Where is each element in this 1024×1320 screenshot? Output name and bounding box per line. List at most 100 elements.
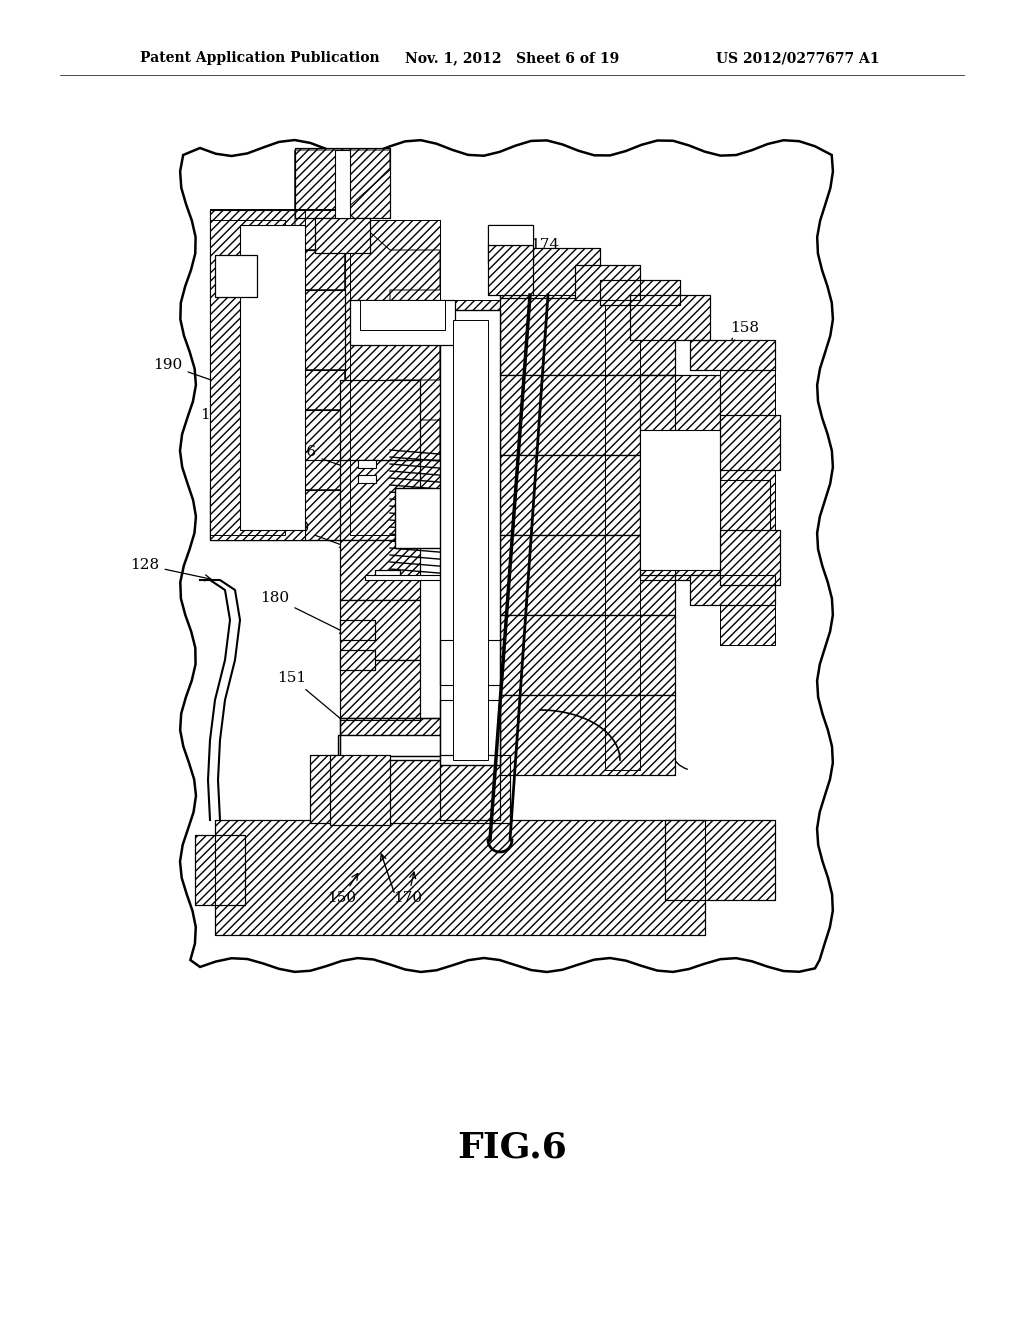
Bar xyxy=(500,294,675,375)
Text: US 2012/0277677 A1: US 2012/0277677 A1 xyxy=(717,51,880,65)
Bar xyxy=(340,718,480,756)
Bar xyxy=(340,380,420,459)
Bar xyxy=(500,375,675,455)
Bar xyxy=(340,649,375,671)
Bar xyxy=(720,531,780,585)
Bar xyxy=(690,576,775,605)
Bar xyxy=(500,535,675,615)
Bar xyxy=(500,455,675,535)
Bar xyxy=(440,640,500,685)
Bar xyxy=(215,820,705,935)
Bar xyxy=(310,755,510,822)
Bar xyxy=(488,246,534,294)
Text: Patent Application Publication: Patent Application Publication xyxy=(140,51,380,65)
Polygon shape xyxy=(455,300,500,770)
Bar xyxy=(720,531,780,585)
Bar xyxy=(330,755,390,825)
Text: 128: 128 xyxy=(130,558,211,581)
Bar xyxy=(500,696,675,775)
Bar xyxy=(315,218,370,253)
Text: 182: 182 xyxy=(383,521,413,543)
Bar xyxy=(240,224,305,531)
Bar xyxy=(640,430,720,570)
Bar xyxy=(340,649,375,671)
Text: 154: 154 xyxy=(607,296,637,317)
Bar xyxy=(720,414,780,470)
Bar xyxy=(575,265,640,300)
Polygon shape xyxy=(180,140,833,972)
Text: FIG.6: FIG.6 xyxy=(457,1131,567,1166)
Text: 190: 190 xyxy=(154,358,237,389)
Bar xyxy=(488,224,534,246)
Bar xyxy=(440,310,500,766)
Bar xyxy=(360,300,445,330)
Bar xyxy=(358,475,376,483)
Bar xyxy=(640,375,720,576)
Bar xyxy=(600,280,680,305)
Bar xyxy=(440,755,500,820)
Bar xyxy=(340,380,420,459)
Bar xyxy=(665,820,775,900)
Bar xyxy=(215,255,257,297)
Bar xyxy=(215,820,705,935)
Bar xyxy=(500,615,675,696)
Bar xyxy=(500,294,675,375)
Text: 174: 174 xyxy=(514,238,559,260)
Text: 150: 150 xyxy=(328,874,357,906)
Polygon shape xyxy=(350,220,440,535)
Bar xyxy=(630,294,710,341)
Polygon shape xyxy=(210,150,440,540)
Text: 186: 186 xyxy=(288,445,356,471)
Bar xyxy=(358,459,376,469)
Polygon shape xyxy=(210,210,345,540)
Bar xyxy=(365,576,450,579)
Polygon shape xyxy=(720,350,775,645)
Polygon shape xyxy=(210,220,285,535)
Bar xyxy=(340,540,420,601)
Bar xyxy=(210,210,345,540)
Bar xyxy=(330,755,390,825)
Bar xyxy=(488,224,534,263)
Bar xyxy=(295,148,390,218)
Bar xyxy=(340,718,480,756)
Bar xyxy=(690,576,775,605)
Bar xyxy=(640,480,770,579)
Bar xyxy=(690,341,775,370)
Bar xyxy=(375,570,400,578)
Bar xyxy=(395,488,450,548)
Bar xyxy=(665,820,775,900)
Text: Nov. 1, 2012   Sheet 6 of 19: Nov. 1, 2012 Sheet 6 of 19 xyxy=(404,51,620,65)
Bar xyxy=(340,601,420,660)
Bar xyxy=(315,218,370,253)
Polygon shape xyxy=(210,210,305,540)
Bar xyxy=(500,375,675,455)
Text: 180: 180 xyxy=(260,591,346,634)
Bar xyxy=(575,265,640,300)
Bar xyxy=(690,341,775,370)
Bar xyxy=(453,319,488,760)
Bar xyxy=(340,620,375,640)
Text: 160: 160 xyxy=(281,521,346,548)
Text: 156: 156 xyxy=(563,268,598,290)
Text: 158: 158 xyxy=(730,321,760,345)
Bar xyxy=(500,696,675,775)
Bar xyxy=(340,459,420,540)
Text: 196: 196 xyxy=(315,165,345,191)
Bar xyxy=(340,718,480,756)
Bar xyxy=(195,836,245,906)
Bar xyxy=(640,375,720,576)
Bar xyxy=(340,620,375,640)
Text: 152: 152 xyxy=(586,735,614,759)
Bar xyxy=(340,660,420,719)
Bar xyxy=(720,414,780,470)
Bar xyxy=(310,755,510,822)
Bar xyxy=(340,459,420,540)
Bar xyxy=(640,480,770,579)
Polygon shape xyxy=(605,300,640,770)
Bar xyxy=(295,148,390,218)
Text: 162: 162 xyxy=(201,408,291,433)
Bar xyxy=(600,280,680,305)
Bar xyxy=(500,248,600,298)
Bar xyxy=(500,248,600,298)
Bar xyxy=(488,246,534,294)
